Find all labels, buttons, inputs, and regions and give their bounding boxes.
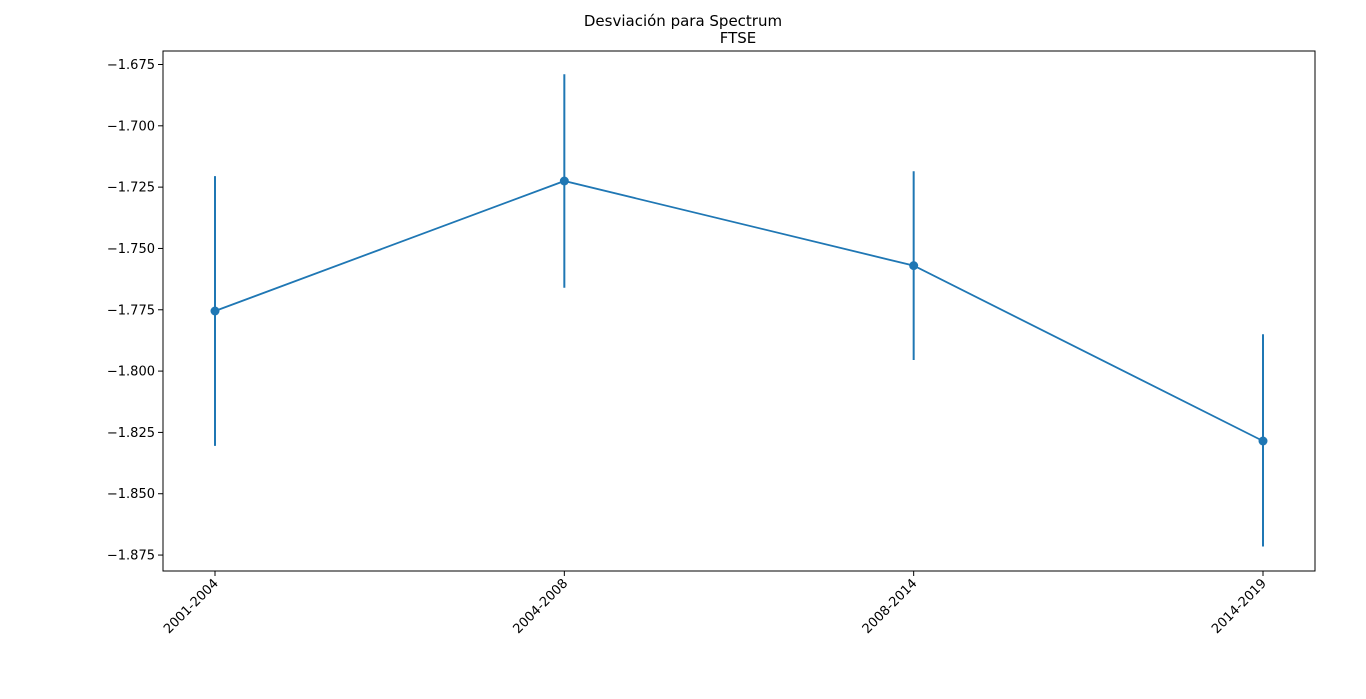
y-tick-label: −1.750 bbox=[107, 242, 155, 257]
y-tick-label: −1.700 bbox=[107, 119, 155, 134]
series-line bbox=[214, 180, 1264, 442]
chart-suptitle: Desviación para Spectrum bbox=[584, 12, 782, 30]
data-point bbox=[559, 176, 569, 186]
y-tick-label: −1.775 bbox=[107, 303, 155, 318]
data-point bbox=[210, 306, 220, 316]
y-tick-label: −1.875 bbox=[107, 549, 155, 564]
chart-title: FTSE bbox=[720, 29, 757, 47]
y-tick-label: −1.725 bbox=[107, 181, 155, 196]
y-tick-label: −1.800 bbox=[107, 365, 155, 380]
plot-area: −1.875 −1.850 −1.825 −1.800 −1.775 −1.750 −1.7… bbox=[107, 50, 1316, 637]
x-tick-label: 2001-2004 bbox=[161, 576, 222, 637]
y-tick-label: −1.825 bbox=[107, 426, 155, 441]
data-point bbox=[1258, 436, 1268, 446]
x-tick-label: 2004-2008 bbox=[510, 576, 571, 637]
data-point bbox=[909, 261, 919, 271]
y-tick-label: −1.850 bbox=[107, 487, 155, 502]
x-tick-label: 2014-2019 bbox=[1209, 576, 1270, 637]
plot-frame bbox=[162, 50, 1316, 572]
y-tick-label: −1.675 bbox=[107, 58, 155, 73]
x-tick-label: 2008-2014 bbox=[860, 576, 921, 637]
